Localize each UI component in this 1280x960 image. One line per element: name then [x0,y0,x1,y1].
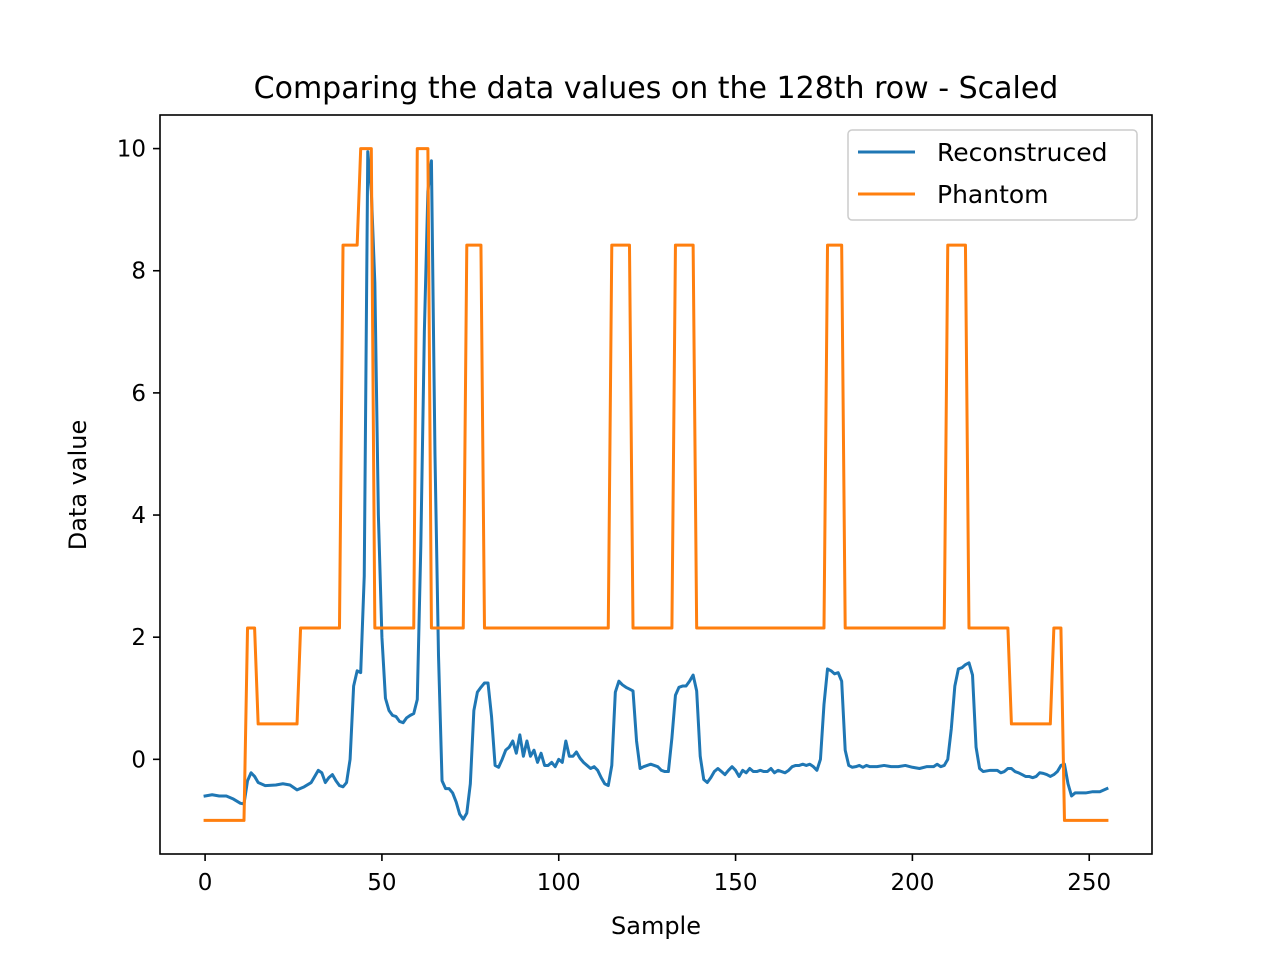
y-tick-label-2: 2 [131,625,146,651]
x-axis-label: Sample [611,912,701,940]
legend-box [847,129,1138,221]
y-tick-label-4: 4 [131,503,146,529]
x-tick-label-0: 0 [198,870,213,896]
x-tick-label-100: 100 [537,870,581,896]
plot-area: 0 50 100 150 200 250 0 2 4 6 8 10 [117,114,1153,896]
series-line-phantom [203,147,1109,822]
legend-label-reconstruced: Reconstruced [937,138,1107,167]
y-axis-label: Data value [64,420,92,551]
series-group [203,147,1109,822]
series-line-reconstruced [203,150,1109,821]
legend: Reconstruced Phantom [847,129,1138,221]
axes-frame [159,114,1153,855]
x-tick-label-200: 200 [890,870,934,896]
y-tick-label-8: 8 [131,259,146,285]
x-tick-label-50: 50 [367,870,396,896]
y-tick-label-10: 10 [117,137,146,163]
chart-title: Comparing the data values on the 128th r… [254,71,1059,106]
x-tick-label-250: 250 [1067,870,1111,896]
y-tick-label-0: 0 [131,747,146,773]
y-tick-label-6: 6 [131,381,146,407]
legend-label-phantom: Phantom [937,180,1049,209]
x-tick-label-150: 150 [714,870,758,896]
